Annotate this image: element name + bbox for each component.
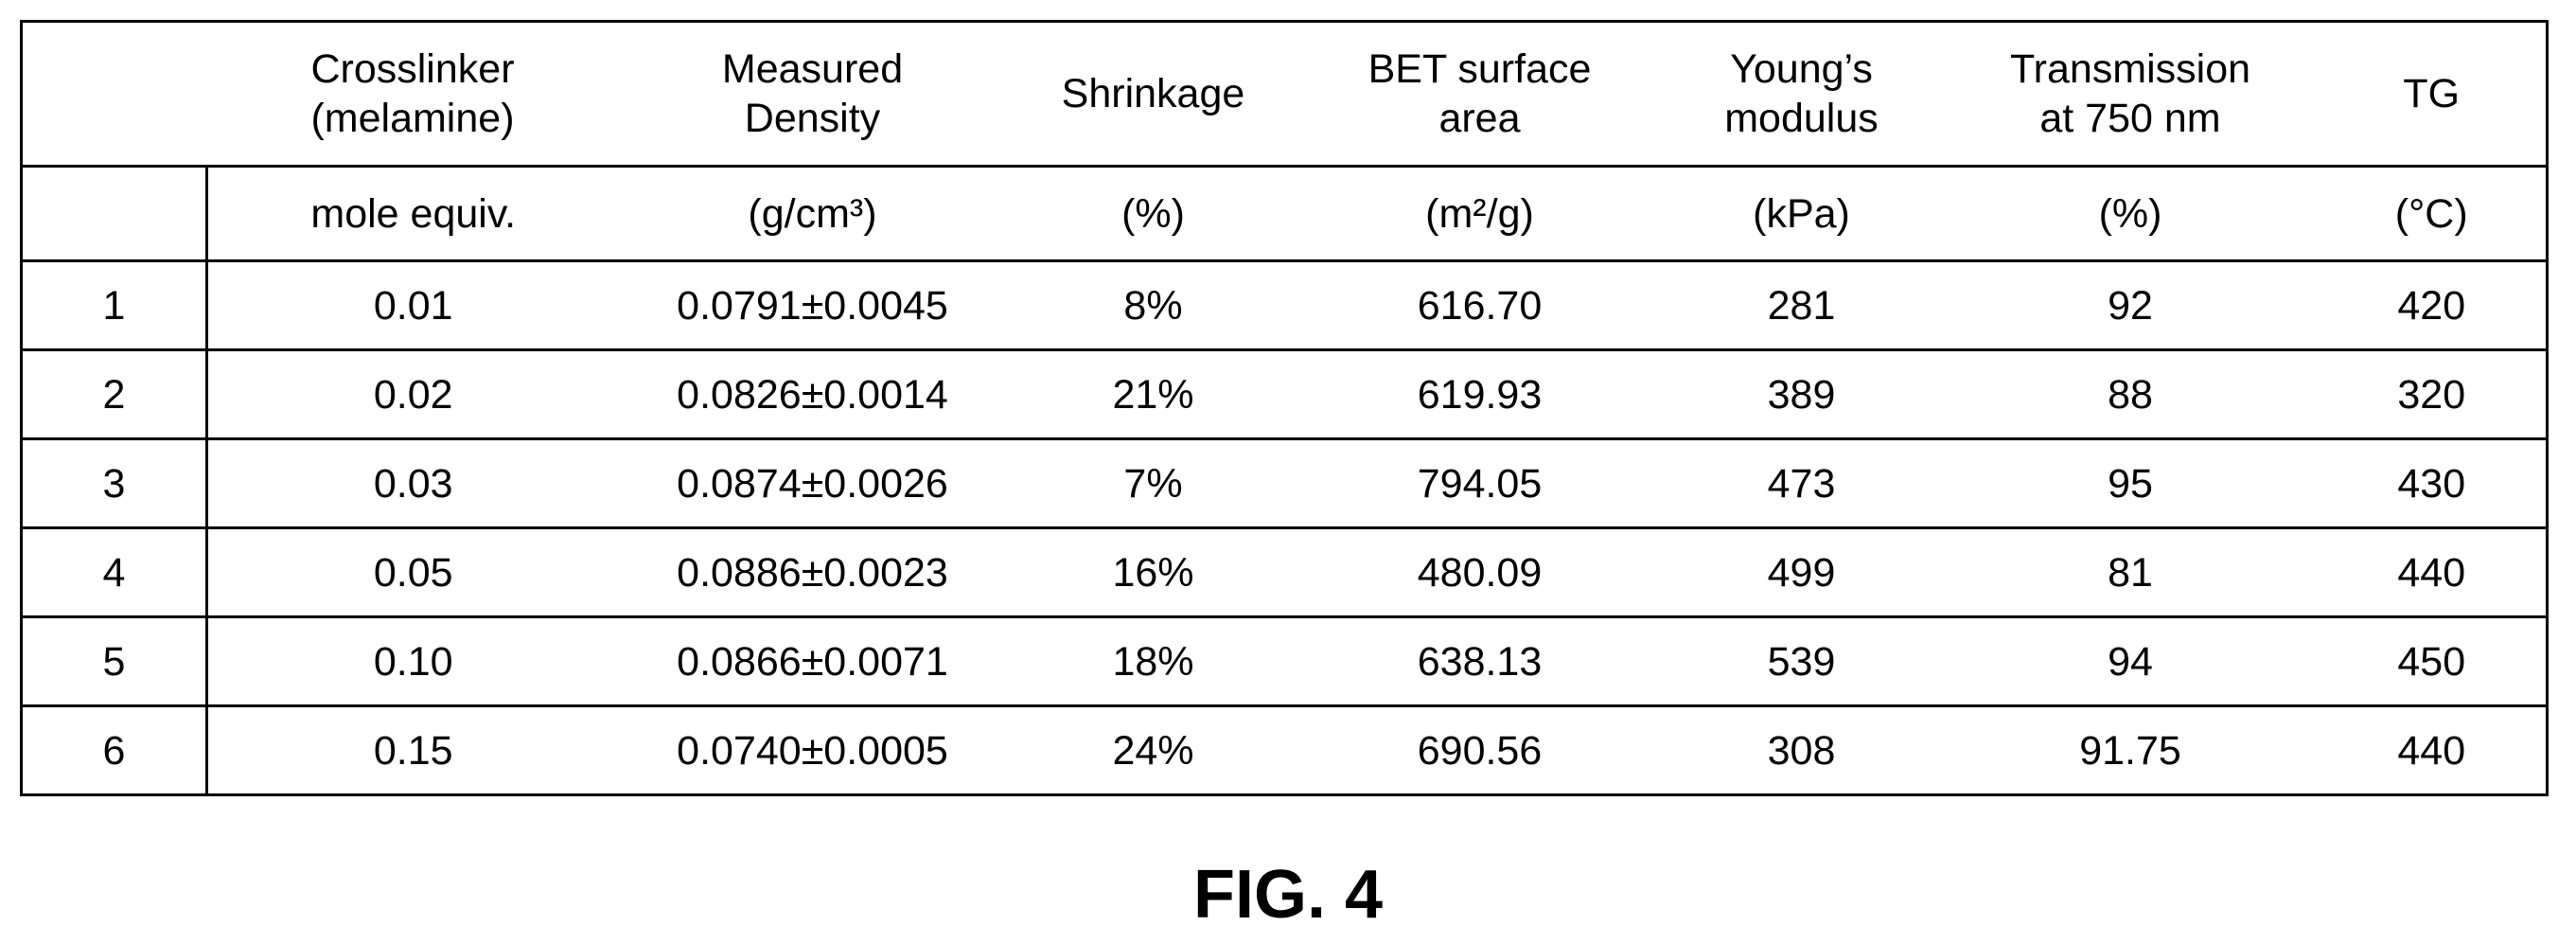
column-header-index — [21, 21, 207, 168]
column-header-density: Measured Density — [618, 21, 1007, 168]
column-header-line: TG — [2403, 71, 2461, 116]
column-header-crosslinker: Crosslinker (melamine) — [206, 21, 619, 168]
unit-cell-crosslinker: mole equiv. — [206, 166, 619, 262]
cell-bet-surface-area: 616.70 — [1299, 260, 1660, 351]
table-row: 6 0.15 0.0740±0.0005 24% 690.56 308 91.75 440 — [21, 705, 2548, 795]
column-header-line: Shrinkage — [1061, 71, 1245, 116]
cell-transmission: 95 — [1943, 438, 2318, 529]
cell-youngs-modulus: 539 — [1659, 616, 1944, 707]
table-row: 4 0.05 0.0886±0.0023 16% 480.09 499 81 440 — [21, 527, 2548, 618]
column-header-bet-surface-area: BET surface area — [1299, 21, 1660, 168]
cell-youngs-modulus: 308 — [1767, 727, 1836, 774]
cell-youngs-modulus: 473 — [1659, 438, 1944, 529]
cell-index: 4 — [21, 527, 208, 618]
table-row: 5 0.10 0.0866±0.0071 18% 638.13 539 94 450 — [21, 616, 2548, 707]
column-header-line: Young’s — [1730, 46, 1873, 92]
column-header-shrinkage: Shrinkage — [1006, 21, 1300, 168]
cell-youngs-modulus: 389 — [1659, 349, 1944, 440]
cell-crosslinker: 0.10 — [206, 616, 619, 707]
unit-cell-density: (g/cm³) — [618, 166, 1007, 262]
column-header-line: BET surface — [1367, 46, 1592, 92]
cell-index: 5 — [21, 616, 208, 707]
cell-transmission: 81 — [1943, 527, 2318, 618]
column-header-transmission: Transmission at 750 nm — [1943, 21, 2318, 168]
column-header-line: modulus — [1724, 96, 1879, 141]
cell-crosslinker: 0.02 — [206, 349, 619, 440]
cell-index: 2 — [21, 349, 208, 440]
cell-index: 6 — [21, 705, 208, 795]
column-header-youngs-modulus: Young’s modulus — [1659, 21, 1944, 168]
column-header-line: (melamine) — [310, 96, 515, 141]
cell-density: 0.0874±0.0026 — [618, 438, 1007, 529]
cell-index: 3 — [21, 438, 208, 529]
cell-tg: 440 — [2317, 527, 2548, 618]
cell-index: 1 — [21, 260, 208, 351]
cell-bet-surface-area: 638.13 — [1299, 616, 1660, 707]
column-header-line: Transmission — [2009, 46, 2251, 92]
header-row: Crosslinker (melamine) Measured Density Shri… — [21, 21, 2548, 168]
cell-tg: 320 — [2317, 349, 2548, 440]
cell-crosslinker: 0.05 — [206, 527, 619, 618]
cell-tg: 430 — [2317, 438, 2548, 529]
table-row: 2 0.02 0.0826±0.0014 21% 619.93 389 88 320 — [21, 349, 2548, 440]
cell-shrinkage: 18% — [1006, 616, 1300, 707]
column-header-tg: TG — [2317, 21, 2548, 168]
cell-density: 0.0826±0.0014 — [618, 349, 1007, 440]
cell-tg: 440 — [2397, 727, 2466, 774]
cell-crosslinker: 0.15 — [373, 727, 453, 774]
unit-cell-transmission: (%) — [1943, 166, 2318, 262]
cell-bet-surface-area: 690.56 — [1417, 727, 1543, 774]
cell-shrinkage: 16% — [1006, 527, 1300, 618]
cell-tg: 450 — [2317, 616, 2548, 707]
column-header-line: Measured — [721, 46, 904, 92]
cell-shrinkage: 8% — [1006, 260, 1300, 351]
cell-crosslinker: 0.03 — [206, 438, 619, 529]
unit-cell-youngs-modulus: (kPa) — [1659, 166, 1944, 262]
units-row: mole equiv. (g/cm³) (%) (m²/g) (kPa) (%) (°C) — [21, 166, 2548, 262]
column-header-line: area — [1438, 96, 1521, 141]
column-header-line: at 750 nm — [2039, 96, 2221, 141]
unit-cell-index — [21, 166, 208, 262]
cell-shrinkage: 7% — [1006, 438, 1300, 529]
cell-density: 0.0866±0.0071 — [618, 616, 1007, 707]
cell-bet-surface-area: 480.09 — [1299, 527, 1660, 618]
cell-tg: 420 — [2317, 260, 2548, 351]
cell-bet-surface-area: 794.05 — [1299, 438, 1660, 529]
unit-cell-bet-surface-area: (m²/g) — [1299, 166, 1660, 262]
cell-bet-surface-area: 619.93 — [1299, 349, 1660, 440]
data-table: Crosslinker (melamine) Measured Density Shri… — [20, 20, 2549, 796]
cell-density: 0.0791±0.0045 — [618, 260, 1007, 351]
cell-density: 0.0740±0.0005 — [677, 727, 948, 774]
figure-caption: FIG. 4 — [1192, 857, 1384, 933]
column-header-line: Density — [744, 96, 881, 141]
cell-density: 0.0886±0.0023 — [618, 527, 1007, 618]
cell-youngs-modulus: 499 — [1659, 527, 1944, 618]
cell-crosslinker: 0.01 — [206, 260, 619, 351]
cell-shrinkage: 21% — [1006, 349, 1300, 440]
cell-transmission: 94 — [1943, 616, 2318, 707]
unit-cell-shrinkage: (%) — [1006, 166, 1300, 262]
cell-transmission: 88 — [1943, 349, 2318, 440]
table-row: 1 0.01 0.0791±0.0045 8% 616.70 281 92 420 — [21, 260, 2548, 351]
cell-shrinkage: 24% — [1112, 727, 1194, 774]
table-row: 3 0.03 0.0874±0.0026 7% 794.05 473 95 430 — [21, 438, 2548, 529]
cell-youngs-modulus: 281 — [1659, 260, 1944, 351]
cell-transmission: 91.75 — [2079, 727, 2181, 774]
cell-transmission: 92 — [1943, 260, 2318, 351]
unit-cell-tg: (°C) — [2317, 166, 2548, 262]
column-header-line: Crosslinker — [310, 46, 515, 92]
